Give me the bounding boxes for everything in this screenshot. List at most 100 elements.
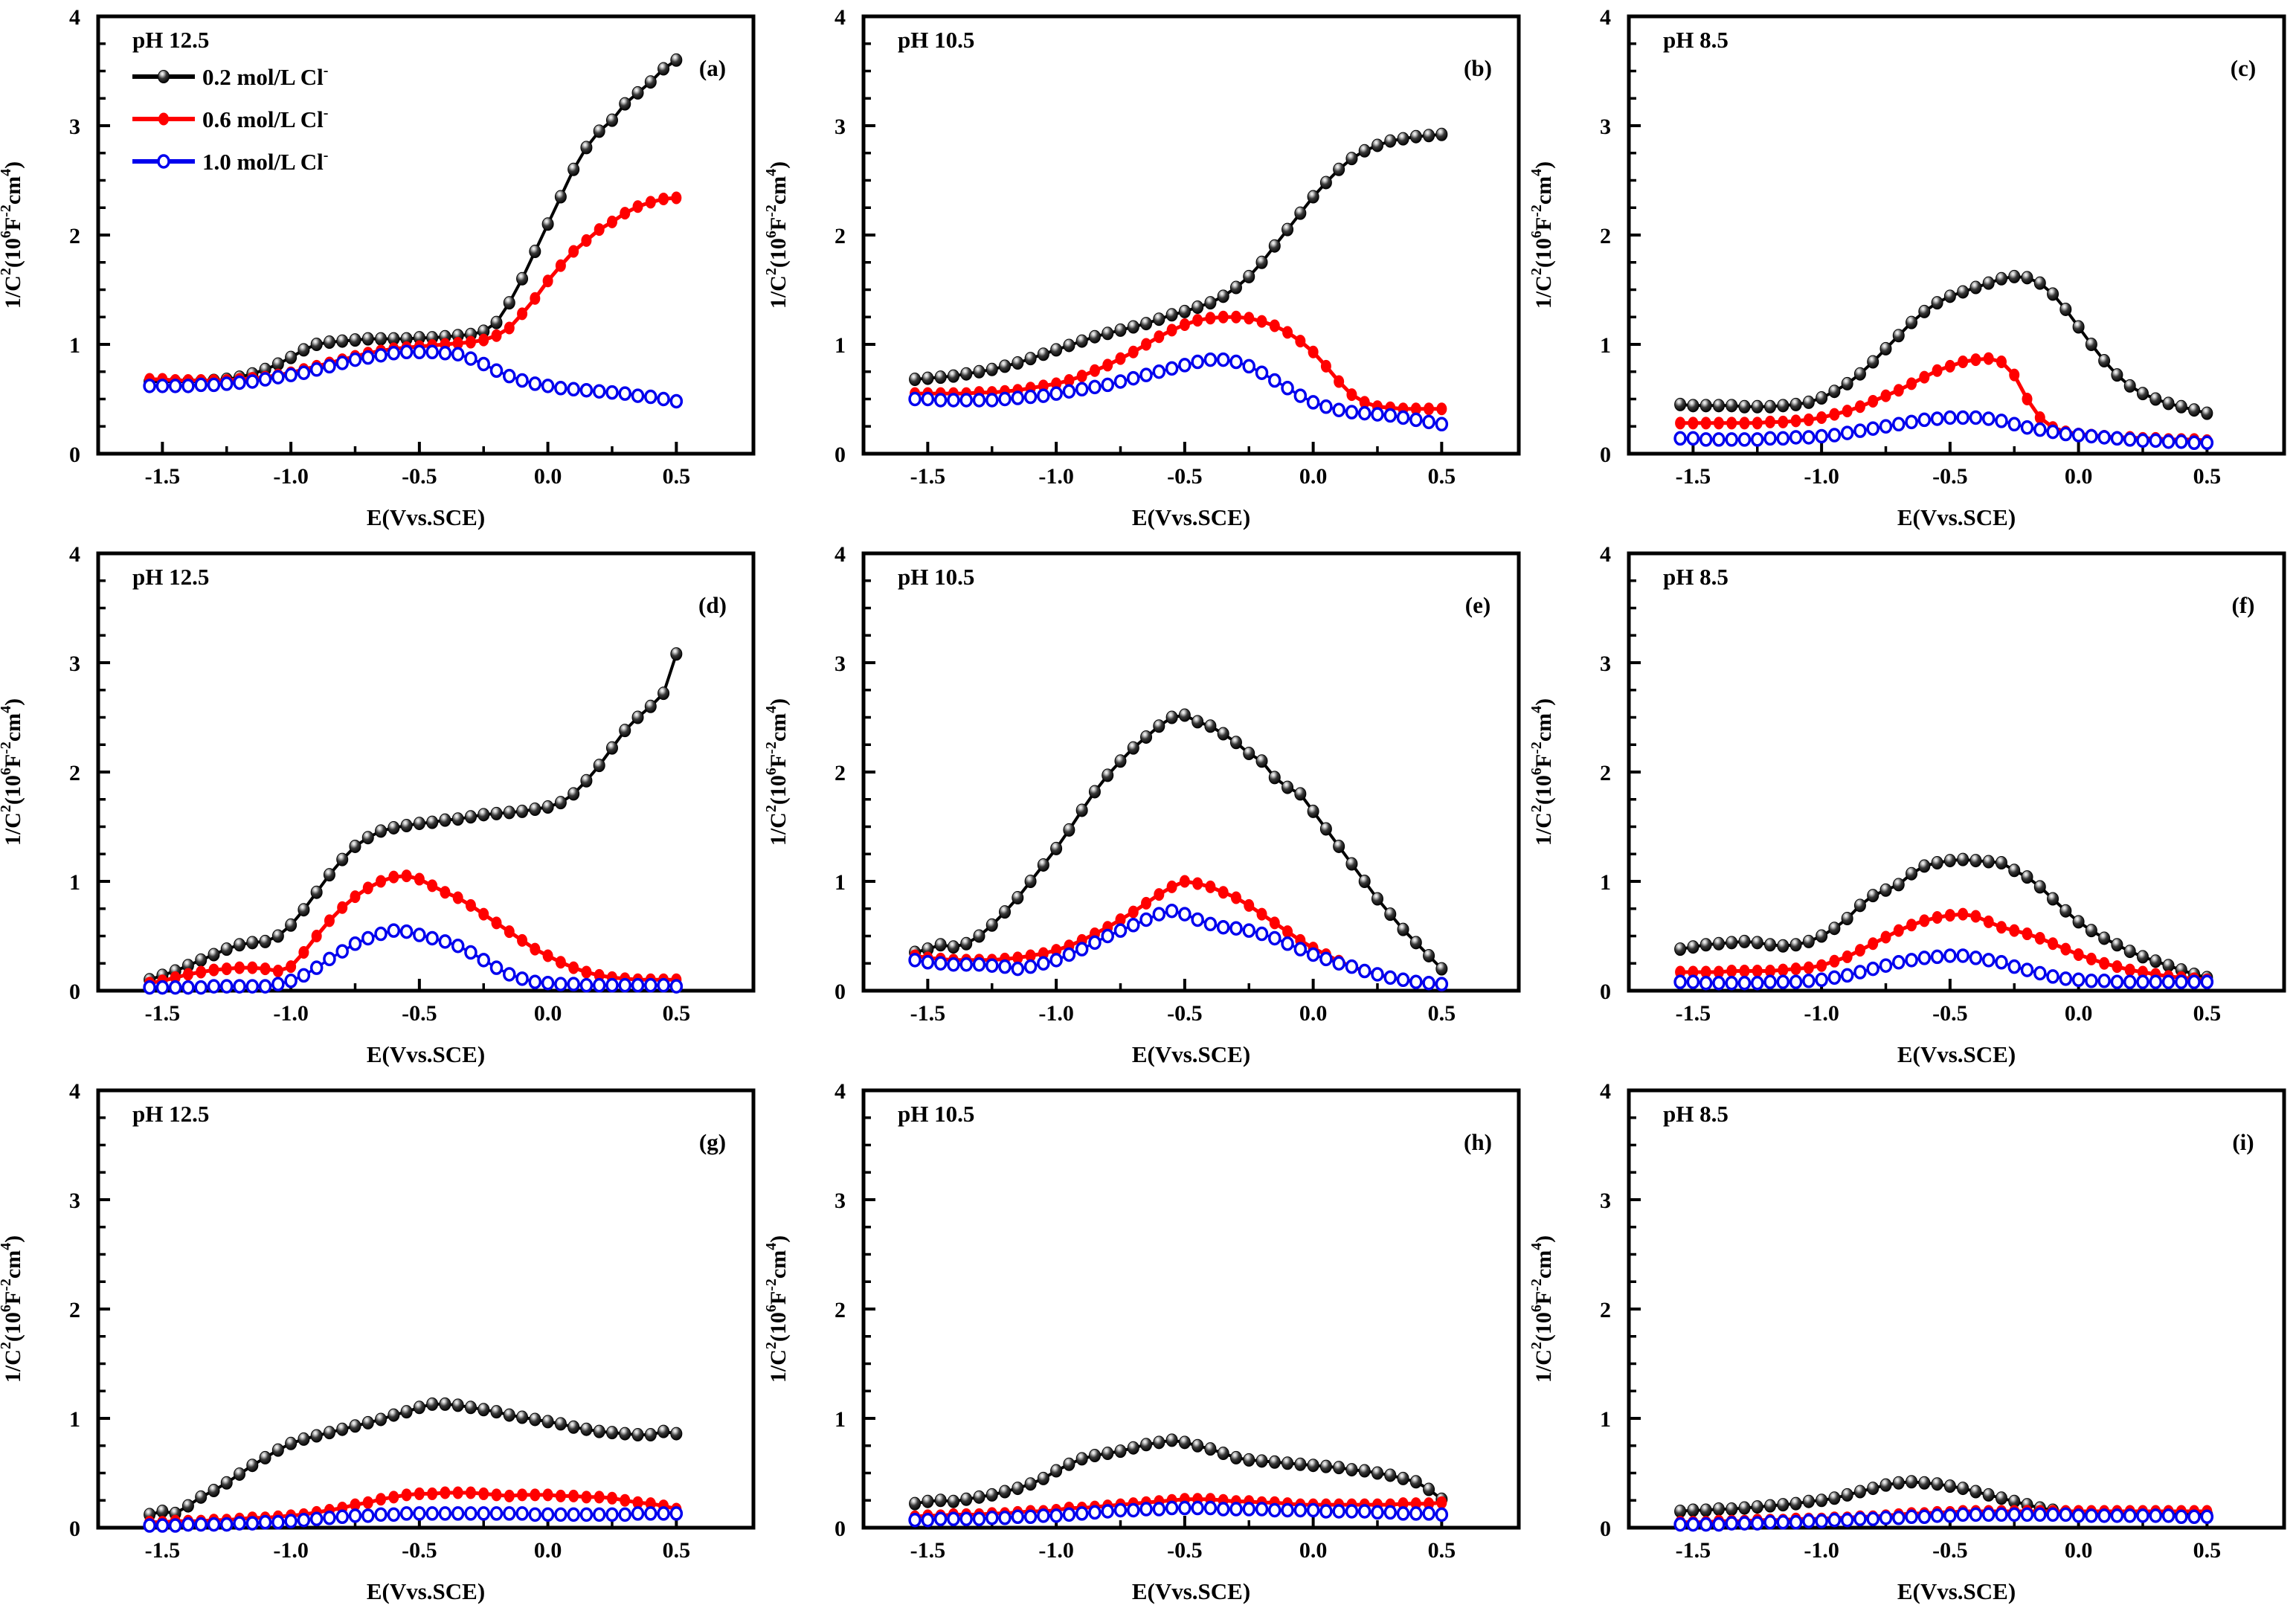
series-c10-marker (219, 376, 234, 391)
series-c02-marker (2098, 354, 2111, 368)
series-c02-marker (934, 370, 947, 385)
series-c02-line (1679, 274, 2207, 415)
series-c10-marker (425, 344, 439, 360)
x-tick-label: 0.0 (2065, 464, 2093, 489)
x-tick-label: -1.0 (273, 1001, 309, 1026)
series-c10-marker (1763, 431, 1777, 446)
series-c02-marker (1178, 1435, 1191, 1450)
series-c06-marker (1893, 384, 1904, 397)
series-c06-marker (645, 196, 656, 209)
series-c10-marker (464, 1506, 477, 1521)
series-c02-marker (1192, 715, 1204, 729)
x-tick-label: 0.0 (1299, 464, 1328, 489)
legend-label-text: 0.2 mol/L Cl (202, 64, 324, 90)
series-c02-marker (413, 817, 425, 831)
series-c02-marker (516, 271, 529, 286)
series-c10-marker (309, 362, 324, 377)
series-c10 (1673, 948, 2214, 991)
series-c10-marker (1165, 361, 1179, 376)
x-tick-label: 0.0 (2065, 1538, 2093, 1563)
plot-frame (861, 14, 1521, 456)
series-c10-marker (1827, 1512, 1842, 1528)
series-c06-marker (1688, 417, 1699, 430)
y-tick-label: 3 (69, 115, 80, 139)
series-c10-marker (1049, 953, 1063, 968)
series-c10-marker (1789, 1514, 1803, 1530)
legend-label-superscript: - (324, 147, 329, 164)
series-c10-marker (1357, 1504, 1372, 1519)
series-c02-marker (477, 808, 490, 822)
series-c02-marker (1204, 296, 1217, 310)
series-c10-marker (1750, 1516, 1764, 1531)
series-c06-marker (620, 1493, 631, 1507)
series-c06-marker (1051, 377, 1062, 390)
x-tick-label: -1.0 (273, 464, 309, 489)
y-tick-label: 4 (69, 542, 80, 567)
series-c10-marker (669, 1506, 684, 1521)
series-c02-marker (1957, 1482, 1969, 1496)
series-c06-marker (1410, 402, 1421, 416)
label-text: F (766, 217, 791, 231)
x-tick-label: -1.5 (910, 464, 946, 489)
series-c02-marker (1050, 1464, 1063, 1478)
series-c10-marker (985, 1511, 999, 1525)
panel-letter: (h) (1464, 1129, 1492, 1155)
series-c02-marker (349, 333, 361, 347)
series-c02-marker (285, 350, 298, 364)
series-c06-marker (581, 965, 592, 979)
superscript-text: 4 (0, 169, 14, 176)
series-c06-marker (1854, 944, 1865, 957)
series-c10-marker (1840, 968, 1854, 983)
series-c10-marker (271, 977, 285, 991)
series-c02-marker (554, 796, 567, 810)
series-c10-marker (181, 1517, 195, 1532)
series-c02-marker (426, 1397, 439, 1411)
series-c06-marker (581, 234, 592, 247)
superscript-text: 2 (0, 268, 14, 275)
series-c10-marker (1332, 956, 1345, 971)
label-text: F (1531, 217, 1556, 231)
series-c06-marker (1829, 954, 1840, 968)
series-c06-marker (632, 1496, 643, 1509)
series-c10-marker (233, 375, 246, 390)
panel-h: -1.5 -1.0 -0.5 0.0 0.501234E(Vvs.SCE)1/C2(10… (763, 1079, 1521, 1604)
series-c02-marker (1050, 841, 1063, 855)
ph-label: pH 8.5 (1663, 1101, 1729, 1127)
series-c10-marker (1422, 1506, 1435, 1521)
series-c06-marker (362, 881, 373, 895)
series-c02-marker (1687, 399, 1700, 413)
x-tick-label: -1.5 (145, 464, 181, 489)
series-c06-marker (1359, 396, 1370, 409)
series-c06-marker (452, 1486, 463, 1499)
series-c06-marker (286, 960, 297, 974)
series-c06-marker (491, 329, 502, 342)
series-c10-marker (374, 1507, 388, 1522)
series-c10-marker (972, 956, 986, 972)
x-tick-label: 0.5 (663, 464, 691, 489)
x-tick-label: 0.0 (534, 1001, 562, 1026)
series-c02-marker (644, 1428, 657, 1442)
series-c02-marker (2008, 269, 2021, 283)
x-tick-label: 0.5 (2193, 1538, 2222, 1563)
series-c06-marker (542, 274, 553, 288)
series-c10-marker (2033, 1507, 2047, 1522)
series-c02-marker (541, 217, 554, 231)
series-c02-marker (1037, 347, 1049, 361)
series-c10-marker (1011, 1509, 1025, 1525)
series-c02-marker (1217, 289, 1229, 303)
superscript-text: -2 (0, 205, 14, 217)
series-c10-marker (1815, 428, 1828, 444)
x-tick-label: 0.5 (1428, 464, 1456, 489)
series-c02 (909, 708, 1448, 976)
y-tick-label: 2 (1600, 1298, 1611, 1322)
series-c02-marker (1867, 889, 1879, 903)
series-c02-marker (619, 1427, 631, 1441)
series-c06-marker (1893, 924, 1904, 937)
panel-letter: (i) (2232, 1129, 2254, 1155)
series-c10-marker (1229, 354, 1243, 370)
series-c10-marker (592, 977, 606, 993)
series-c10-marker (1332, 402, 1345, 417)
series-c02-marker (310, 338, 323, 351)
series-c10-marker (1281, 1502, 1294, 1518)
